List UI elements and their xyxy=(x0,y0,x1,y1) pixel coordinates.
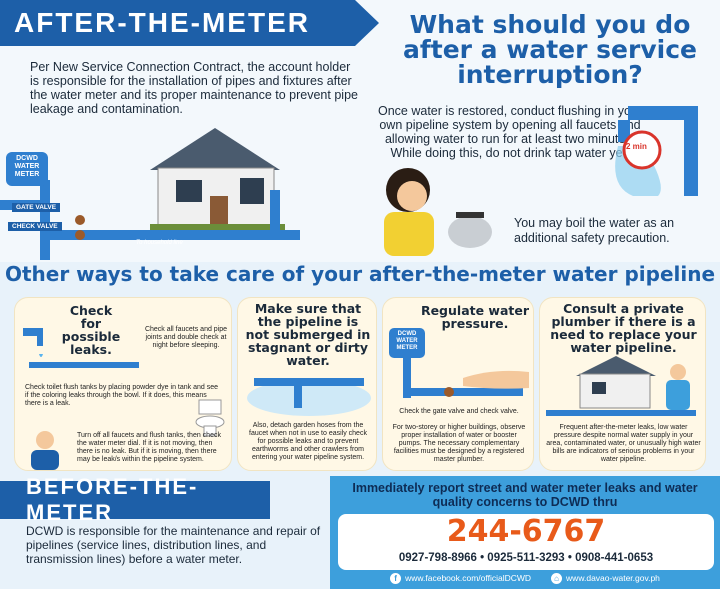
card-check-leaks-title: Check for possible leaks. xyxy=(61,303,121,357)
faucet-icon xyxy=(23,328,139,368)
hotline-box xyxy=(338,514,714,570)
after-meter-banner: AFTER-THE-METER xyxy=(0,0,379,46)
card-regulate-text-pumps: For two-storey or higher buildings, obse… xyxy=(392,424,526,463)
after-meter-illustration xyxy=(0,128,300,260)
toilet-icon xyxy=(195,399,225,437)
restore-instructions: Once water is restored, conduct flushing… xyxy=(377,104,643,160)
card-check-leaks-text-flush: Check toilet flush tanks by placing powd… xyxy=(25,384,219,407)
boil-instructions: You may boil the water as an additional … xyxy=(514,216,675,245)
hotline-number[interactable]: 244-6767 xyxy=(446,514,606,549)
card-check-leaks: Check for possible leaks. Check all fauc… xyxy=(14,297,232,471)
contact-title: Immediately report street and water mete… xyxy=(352,481,698,509)
before-meter-banner: BEFORE-THE-METER xyxy=(0,474,270,525)
after-meter-description: Per New Service Connection Contract, the… xyxy=(30,60,358,116)
gate-valve-label: GATE VALVE xyxy=(12,203,61,212)
phone-numbers[interactable]: 0927-798-8966 • 0925-511-3293 • 0908-441… xyxy=(398,552,654,564)
card-check-leaks-text-faucets: Check all faucets and pipe joints and do… xyxy=(144,326,228,349)
woman-kettle-illustration xyxy=(384,168,492,256)
timer-label: 2 min xyxy=(626,142,647,151)
home-icon: ⌂ xyxy=(551,573,563,584)
website-link-text: www.davao-water.gov.ph xyxy=(566,573,660,583)
before-meter-description: DCWD is responsible for the maintenance … xyxy=(26,524,321,566)
card-submerged-title: Make sure that the pipeline is not subme… xyxy=(245,301,371,368)
card-check-leaks-text-meter: Turn off all faucets and flush tanks, th… xyxy=(77,432,221,463)
card-regulate-text-valve: Check the gate valve and check valve. xyxy=(399,408,519,415)
card-consult-plumber: Consult a private plumber if there is a … xyxy=(539,297,706,471)
facebook-link-text: www.facebook.com/officialDCWD xyxy=(405,573,532,583)
card-consult-plumber-text: Frequent after-the-meter leaks, low wate… xyxy=(546,424,701,463)
check-valve-label: CHECK VALVE xyxy=(8,222,62,231)
after-meter-banner-text: AFTER-THE-METER xyxy=(14,7,310,38)
valve-hand-icon xyxy=(403,358,529,398)
website-link[interactable]: ⌂ www.davao-water.gov.ph xyxy=(551,573,660,584)
submerged-pipe-icon xyxy=(247,378,371,416)
facebook-link[interactable]: f www.facebook.com/officialDCWD xyxy=(390,573,531,584)
interruption-title: What should you do after a water service… xyxy=(403,10,697,89)
other-ways-title: Other ways to take care of your after-th… xyxy=(4,262,716,286)
card-submerged-text: Also, detach garden hoses from the fauce… xyxy=(249,422,367,461)
plumber-icon xyxy=(31,431,59,470)
card-consult-plumber-title: Consult a private plumber if there is a … xyxy=(550,301,697,355)
water-meter-label: DCWD WATER METER xyxy=(6,152,48,186)
card-regulate-pressure-title: Regulate water pressure. xyxy=(420,303,530,331)
card-submerged: Make sure that the pipeline is not subme… xyxy=(237,297,377,471)
card-regulate-meter-label: DCWD WATER METER xyxy=(389,328,425,358)
plumber-house-icon xyxy=(546,356,696,416)
card-regulate-pressure: Regulate water pressure. DCWD WATER METE… xyxy=(382,297,534,471)
facebook-icon: f xyxy=(390,573,402,584)
faucet-timer-illustration xyxy=(615,106,698,196)
household-line-label: To household line xyxy=(136,240,183,246)
contact-links: f www.facebook.com/officialDCWD ⌂ www.dava… xyxy=(340,573,710,584)
